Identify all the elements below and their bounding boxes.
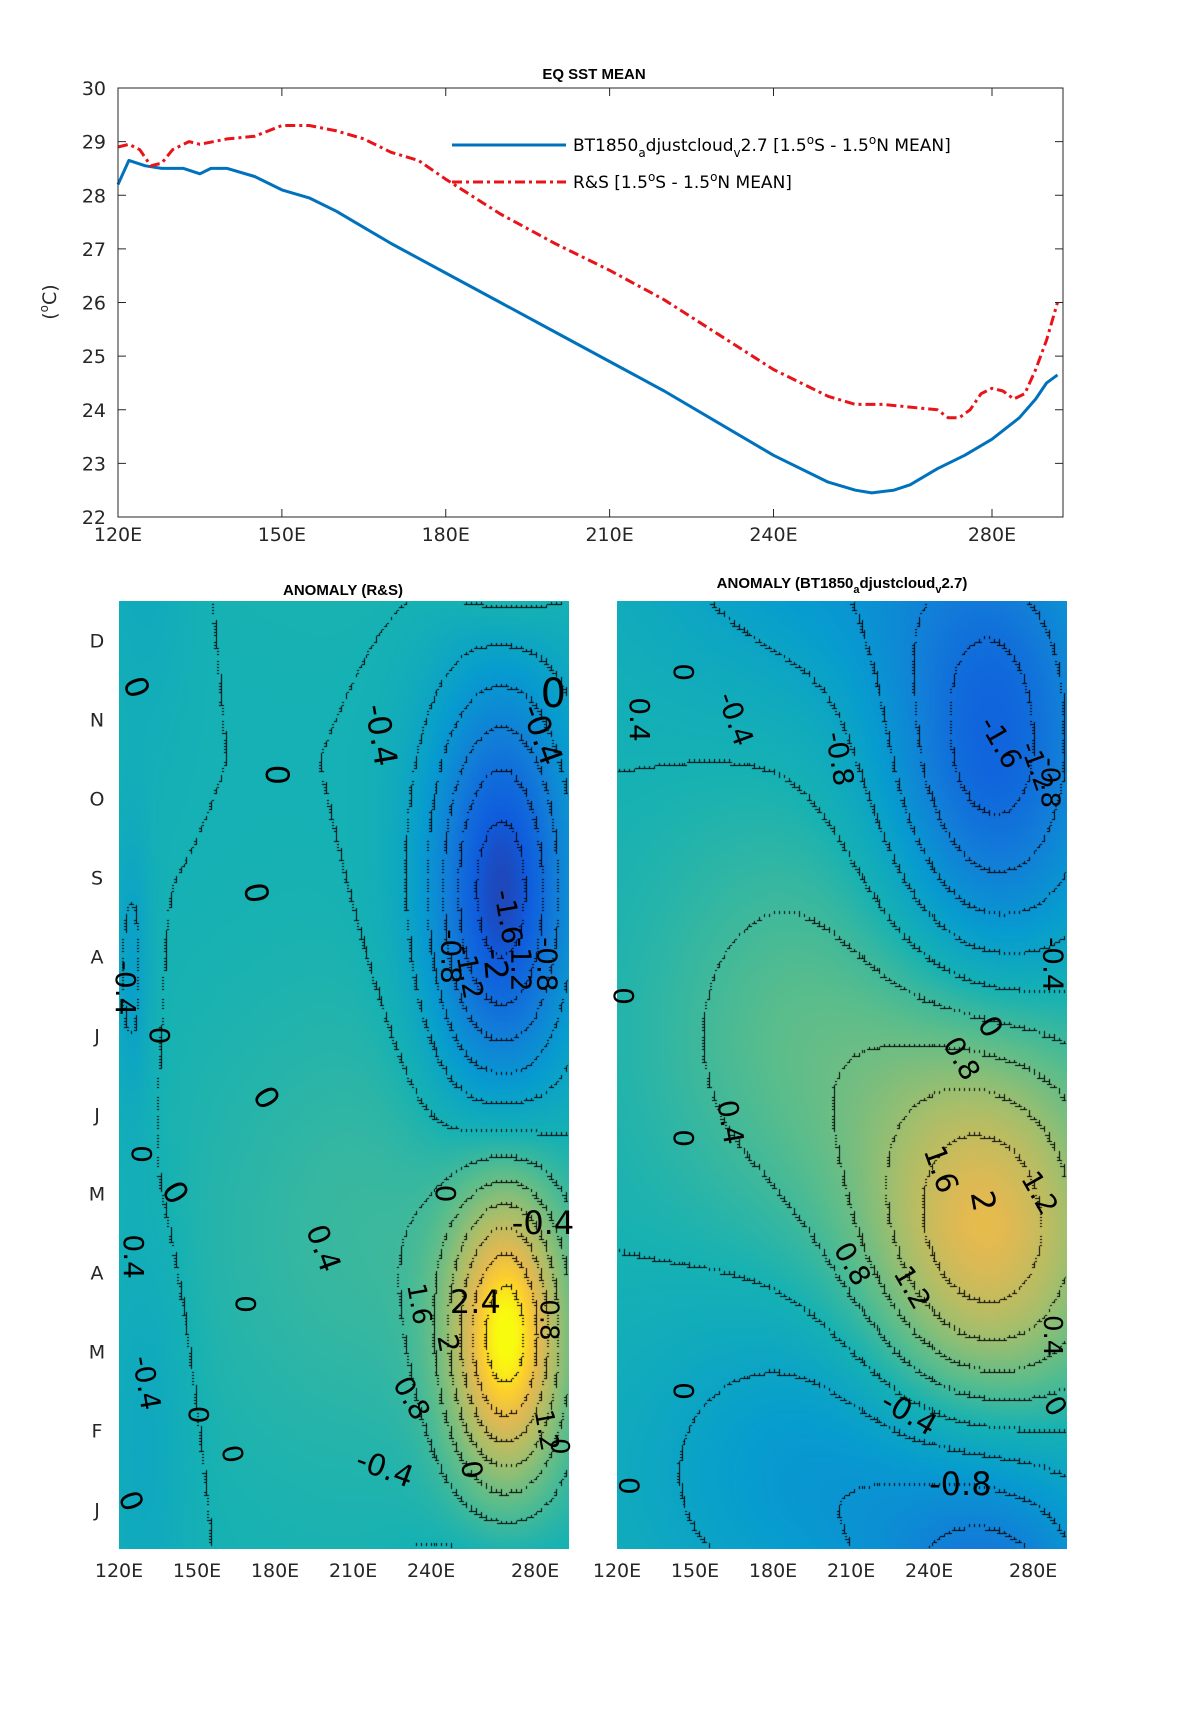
x-tick-label: 180E xyxy=(422,524,470,546)
anomaly-rs-month-ticks: J F M A M J J A S O N D xyxy=(89,631,105,1522)
legend: BT1850adjustcloudv2.7 [1.5oS - 1.5oN MEA… xyxy=(452,133,951,193)
contour-label: 0 xyxy=(544,1438,574,1455)
contour-label: -2 xyxy=(475,947,516,982)
month-tick-label: D xyxy=(90,631,105,653)
contour-label: -0.4 xyxy=(1036,937,1069,992)
month-tick-label: J xyxy=(93,1105,100,1127)
x-tick-label: 280E xyxy=(511,1560,559,1582)
contour-label: 2.4 xyxy=(450,1283,501,1321)
contour-label: 0 xyxy=(214,1442,250,1465)
month-tick-label: O xyxy=(90,789,105,811)
contour-label: 0 xyxy=(612,1477,645,1495)
x-tick-label: 240E xyxy=(407,1560,455,1582)
anomaly-rs-panel: ANOMALY (R&S) 00-0.4 -0.400 -1.6-0.8-1.2-2… xyxy=(89,582,574,1582)
contour-label: -0.4 xyxy=(109,961,142,1016)
anomaly-bt1850-x-ticks: 120E 150E 180E 210E 240E 280E xyxy=(593,1560,1057,1582)
line-y-ticks: 22 23 24 25 26 27 28 29 30 xyxy=(82,78,1063,529)
month-tick-label: M xyxy=(89,1184,105,1206)
anomaly-bt1850-title: ANOMALY (BT1850adjustcloudv2.7) xyxy=(717,575,968,596)
x-tick-label: 210E xyxy=(827,1560,875,1582)
contour-label: 0.4 xyxy=(623,697,656,742)
x-tick-label: 150E xyxy=(258,524,306,546)
contour-label: -0.8 xyxy=(929,1465,991,1503)
y-tick-label: 24 xyxy=(82,400,106,422)
x-tick-label: 180E xyxy=(749,1560,797,1582)
legend-label-bt1850: BT1850adjustcloudv2.7 [1.5oS - 1.5oN MEA… xyxy=(573,133,951,160)
y-tick-label: 29 xyxy=(82,132,106,154)
month-tick-label: J xyxy=(93,1500,100,1522)
month-tick-label: A xyxy=(91,1263,104,1285)
contour-label: -0.8 xyxy=(1034,757,1064,808)
line-chart-y-label: (oC) xyxy=(37,284,61,319)
contour-label: 0.8 xyxy=(534,1299,564,1340)
contour-label: 0.4 xyxy=(117,1234,150,1279)
contour-label: 1.6 xyxy=(400,1281,437,1327)
x-tick-label: 210E xyxy=(585,524,633,546)
y-tick-label: 30 xyxy=(82,78,106,100)
line-chart-plot-area xyxy=(118,88,1063,517)
x-tick-label: 240E xyxy=(905,1560,953,1582)
contour-label: 0 xyxy=(667,1382,700,1400)
contour-label: -0.8 xyxy=(434,929,467,984)
y-tick-label: 23 xyxy=(82,453,106,475)
x-tick-label: 180E xyxy=(251,1560,299,1582)
contour-label: -1.2 xyxy=(505,937,538,992)
x-tick-label: 150E xyxy=(173,1560,221,1582)
contour-label: 0 xyxy=(125,1145,158,1163)
contour-label: 0 xyxy=(454,1458,490,1481)
x-tick-label: 120E xyxy=(593,1560,641,1582)
x-tick-label: 280E xyxy=(1009,1560,1057,1582)
contour-label: 0 xyxy=(258,765,296,785)
x-tick-label: 150E xyxy=(671,1560,719,1582)
contour-label: 0 xyxy=(667,1129,700,1147)
anomaly-rs-title: ANOMALY (R&S) xyxy=(283,582,403,599)
contour-label: 1.2 xyxy=(528,1407,565,1453)
month-tick-label: F xyxy=(92,1421,103,1443)
series-line-rs xyxy=(117,124,1059,420)
x-tick-label: 210E xyxy=(329,1560,377,1582)
y-tick-label: 28 xyxy=(82,185,106,207)
anomaly-bt1850-panel: ANOMALY (BT1850adjustcloudv2.7) 0 0.4 -0.4… xyxy=(593,575,1074,1582)
month-tick-label: N xyxy=(90,710,104,732)
anomaly-rs-x-ticks: 120E 150E 180E 210E 240E 280E xyxy=(95,1560,559,1582)
x-tick-label: 280E xyxy=(968,524,1016,546)
contour-label: 2 xyxy=(430,1332,466,1355)
series-line-bt1850 xyxy=(116,158,1059,495)
month-tick-label: J xyxy=(93,1026,100,1048)
contour-label: 0 xyxy=(541,671,566,717)
y-tick-label: 27 xyxy=(82,239,106,261)
contour-label: 0.4 xyxy=(710,1097,750,1147)
line-series-group xyxy=(116,124,1059,495)
anomaly-bt1850-heatmap xyxy=(617,601,1067,1549)
y-tick-label: 22 xyxy=(82,507,106,529)
contour-label: -0.8 xyxy=(531,937,564,992)
month-tick-label: A xyxy=(91,947,104,969)
contour-label: 0 xyxy=(182,1406,215,1424)
contour-label: 0 xyxy=(667,663,700,681)
contour-label: -0.4 xyxy=(512,1204,574,1242)
month-tick-label: S xyxy=(91,868,103,890)
contour-label: 0 xyxy=(429,1185,462,1203)
line-chart-title: EQ SST MEAN xyxy=(542,66,645,83)
contour-label: 0 xyxy=(143,1027,176,1045)
contour-label: 0 xyxy=(229,1295,262,1313)
legend-label-rs: R&S [1.5oS - 1.5oN MEAN] xyxy=(573,170,792,193)
line-chart-panel: EQ SST MEAN 120E 150E 180E 210E 240E 280E 222… xyxy=(37,66,1064,546)
x-tick-label: 240E xyxy=(749,524,797,546)
month-tick-label: M xyxy=(89,1342,105,1364)
x-tick-label: 120E xyxy=(95,1560,143,1582)
contour-label: 0.4 xyxy=(1037,1315,1067,1356)
y-tick-label: 26 xyxy=(82,293,106,315)
contour-label: 0 xyxy=(607,987,640,1005)
anomaly-rs-heatmap xyxy=(119,601,569,1549)
x-tick-label: 120E xyxy=(94,524,142,546)
line-x-ticks: 120E 150E 180E 210E 240E 280E xyxy=(94,88,1016,546)
y-tick-label: 25 xyxy=(82,346,106,368)
